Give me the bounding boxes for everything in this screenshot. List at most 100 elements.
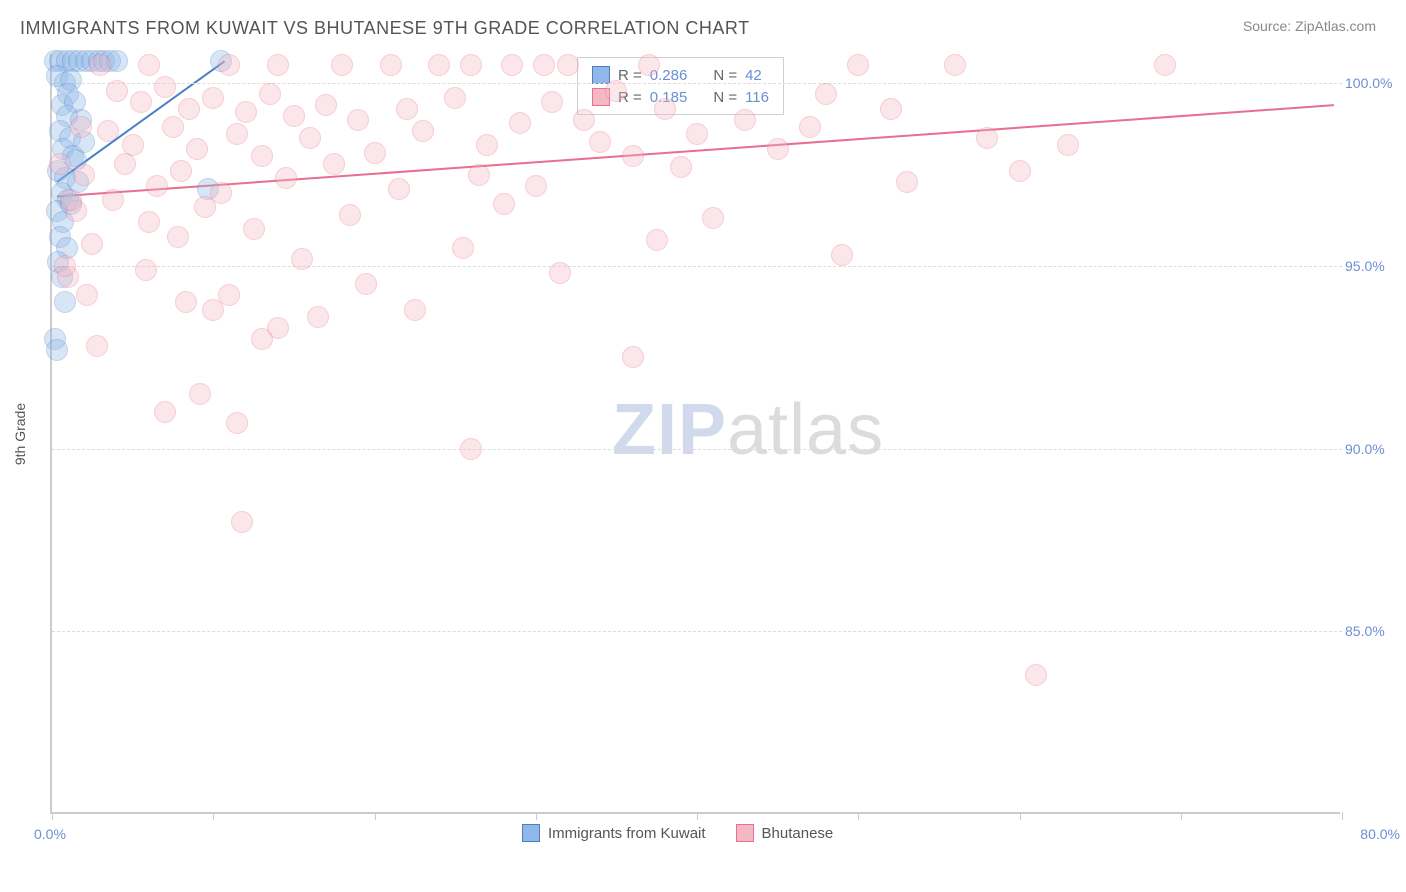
data-point-bhutanese (501, 54, 523, 76)
data-point-bhutanese (493, 193, 515, 215)
x-tick (1342, 812, 1343, 820)
data-point-bhutanese (509, 112, 531, 134)
x-tick (858, 812, 859, 820)
data-point-kuwait (54, 291, 76, 313)
data-point-bhutanese (235, 101, 257, 123)
data-point-bhutanese (396, 98, 418, 120)
data-point-bhutanese (533, 54, 555, 76)
data-point-bhutanese (831, 244, 853, 266)
data-point-bhutanese (251, 145, 273, 167)
data-point-bhutanese (1057, 134, 1079, 156)
data-point-bhutanese (702, 207, 724, 229)
data-point-bhutanese (622, 346, 644, 368)
data-point-bhutanese (605, 80, 627, 102)
data-point-kuwait (46, 339, 68, 361)
bottom-legend-item: Bhutanese (736, 824, 834, 842)
data-point-bhutanese (412, 120, 434, 142)
legend-n-label: N = (713, 89, 737, 106)
data-point-bhutanese (114, 153, 136, 175)
data-point-bhutanese (86, 335, 108, 357)
data-point-bhutanese (476, 134, 498, 156)
data-point-bhutanese (275, 167, 297, 189)
data-point-bhutanese (60, 189, 82, 211)
data-point-bhutanese (76, 284, 98, 306)
series-legend: Immigrants from Kuwait Bhutanese (522, 824, 833, 842)
data-point-bhutanese (170, 160, 192, 182)
bottom-legend-item: Immigrants from Kuwait (522, 824, 706, 842)
data-point-bhutanese (323, 153, 345, 175)
data-point-bhutanese (283, 105, 305, 127)
gridline (52, 449, 1342, 450)
data-point-bhutanese (202, 299, 224, 321)
data-point-bhutanese (89, 54, 111, 76)
data-point-bhutanese (167, 226, 189, 248)
y-tick-label: 100.0% (1345, 75, 1400, 91)
data-point-bhutanese (380, 54, 402, 76)
data-point-bhutanese (97, 120, 119, 142)
data-point-bhutanese (428, 54, 450, 76)
data-point-bhutanese (767, 138, 789, 160)
data-point-bhutanese (654, 98, 676, 120)
data-point-bhutanese (468, 164, 490, 186)
x-tick (375, 812, 376, 820)
data-point-bhutanese (226, 412, 248, 434)
data-point-bhutanese (138, 54, 160, 76)
data-point-bhutanese (686, 123, 708, 145)
data-point-bhutanese (847, 54, 869, 76)
data-point-bhutanese (135, 259, 157, 281)
watermark: ZIPatlas (612, 389, 884, 471)
chart-container: 9th Grade ZIPatlas R =0.286N =42R =0.185… (50, 54, 1390, 814)
data-point-bhutanese (130, 91, 152, 113)
data-point-bhutanese (364, 142, 386, 164)
data-point-bhutanese (638, 54, 660, 76)
x-tick (697, 812, 698, 820)
data-point-bhutanese (734, 109, 756, 131)
y-tick-label: 85.0% (1345, 623, 1400, 639)
chart-title: IMMIGRANTS FROM KUWAIT VS BHUTANESE 9TH … (20, 18, 750, 39)
legend-n-label: N = (713, 67, 737, 84)
y-tick-label: 90.0% (1345, 441, 1400, 457)
data-point-bhutanese (259, 83, 281, 105)
data-point-bhutanese (1009, 160, 1031, 182)
data-point-bhutanese (54, 255, 76, 277)
data-point-bhutanese (670, 156, 692, 178)
data-point-bhutanese (799, 116, 821, 138)
legend-label: Bhutanese (762, 825, 834, 842)
data-point-bhutanese (218, 54, 240, 76)
data-point-bhutanese (404, 299, 426, 321)
data-point-bhutanese (70, 116, 92, 138)
data-point-bhutanese (194, 196, 216, 218)
data-point-bhutanese (1025, 664, 1047, 686)
y-tick-label: 95.0% (1345, 258, 1400, 274)
data-point-bhutanese (202, 87, 224, 109)
data-point-bhutanese (452, 237, 474, 259)
data-point-bhutanese (815, 83, 837, 105)
x-tick (213, 812, 214, 820)
data-point-bhutanese (146, 175, 168, 197)
data-point-bhutanese (102, 189, 124, 211)
data-point-bhutanese (541, 91, 563, 113)
trend-lines-layer (52, 54, 1342, 814)
data-point-bhutanese (81, 233, 103, 255)
legend-swatch (736, 824, 754, 842)
data-point-bhutanese (251, 328, 273, 350)
gridline (52, 631, 1342, 632)
data-point-bhutanese (331, 54, 353, 76)
x-axis-min-label: 0.0% (34, 826, 66, 842)
data-point-bhutanese (460, 54, 482, 76)
x-tick (1020, 812, 1021, 820)
plot-area: ZIPatlas R =0.286N =42R =0.185N =116 0.0… (50, 54, 1340, 814)
data-point-bhutanese (347, 109, 369, 131)
data-point-bhutanese (976, 127, 998, 149)
legend-swatch (522, 824, 540, 842)
x-axis-max-label: 80.0% (1360, 826, 1400, 842)
data-point-bhutanese (291, 248, 313, 270)
legend-n-value: 116 (745, 89, 769, 106)
data-point-bhutanese (557, 54, 579, 76)
data-point-bhutanese (573, 109, 595, 131)
y-axis-label: 9th Grade (12, 403, 28, 465)
x-tick (52, 812, 53, 820)
legend-label: Immigrants from Kuwait (548, 825, 706, 842)
data-point-bhutanese (339, 204, 361, 226)
legend-n-value: 42 (745, 67, 762, 84)
